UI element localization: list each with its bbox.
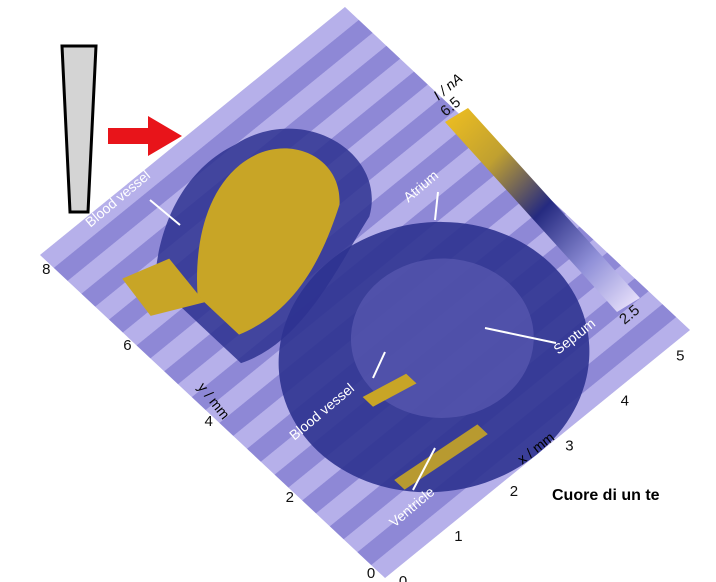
- y-tick-label: 0: [367, 565, 375, 582]
- x-tick-label: 3: [565, 438, 573, 455]
- y-tick-label: 4: [204, 413, 212, 430]
- scan-figure: I / nA 6.5 2.5 x / mm y / mm Blood vesse…: [0, 0, 716, 582]
- figure: I / nA 6.5 2.5 x / mm y / mm Blood vesse…: [0, 0, 716, 582]
- y-tick-label: 6: [123, 337, 131, 354]
- y-tick-label: 8: [42, 261, 50, 278]
- x-tick-label: 0: [399, 573, 407, 582]
- x-tick-label: 4: [621, 393, 629, 410]
- x-tick-label: 1: [454, 528, 462, 545]
- caption: Cuore di un te: [552, 487, 660, 504]
- x-tick-label: 5: [676, 348, 684, 365]
- y-tick-label: 2: [286, 489, 294, 506]
- x-tick-label: 2: [510, 483, 518, 500]
- probe-tip: [62, 46, 96, 212]
